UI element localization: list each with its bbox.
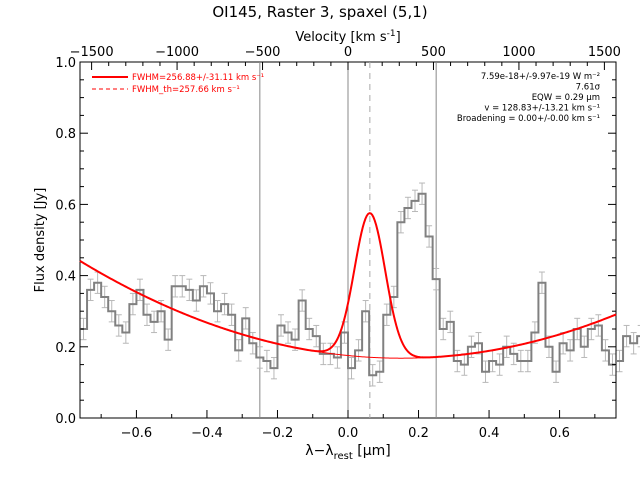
x-tick-label: −0.6 <box>121 426 153 441</box>
error-bar <box>637 324 640 348</box>
top-tick-label: 500 <box>421 45 446 60</box>
top-axis-label-tail: ] <box>396 30 401 45</box>
top-tick-label: 1500 <box>588 45 621 60</box>
flux-step-line <box>80 192 640 377</box>
y-tick-label: 0.4 <box>55 270 76 285</box>
x-axis-label-main: λ−λ <box>305 443 333 459</box>
legend-label-1: FWHM_th=257.66 km s⁻¹ <box>132 85 240 95</box>
y-tick-label: 0.6 <box>55 198 76 213</box>
annotation-line-4: Broadening = 0.00+/-0.00 km s⁻¹ <box>457 114 600 124</box>
x-axis-label: λ−λrest [μm] <box>305 443 390 462</box>
top-tick-label: −1500 <box>70 45 114 60</box>
annotation-line-1: 7.61σ <box>576 83 601 93</box>
x-tick-label: 0.2 <box>408 426 429 441</box>
x-tick-label: 0.4 <box>479 426 500 441</box>
fit-curve <box>79 212 617 359</box>
y-tick-label: 0.8 <box>55 127 76 142</box>
x-tick-label: 0.0 <box>338 426 359 441</box>
annotation-line-3: v = 128.83+/-13.21 km s⁻¹ <box>484 104 600 114</box>
x-tick-label: −0.4 <box>191 426 223 441</box>
chart-title: OI145, Raster 3, spaxel (5,1) <box>212 3 427 21</box>
top-tick-label: 1000 <box>502 45 535 60</box>
y-axis-label: Flux density [Jy] <box>33 188 48 293</box>
x-tick-label: −0.2 <box>262 426 294 441</box>
legend-label-0: FWHM=256.88+/-31.11 km s⁻¹ <box>132 73 264 83</box>
annotation-line-0: 7.59e-18+/-9.97e-19 W m⁻² <box>481 72 600 82</box>
top-axis-label-main: Velocity [km s <box>295 30 387 45</box>
top-tick-label: −1000 <box>155 45 199 60</box>
legend: FWHM=256.88+/-31.11 km s⁻¹ FWHM_th=257.66… <box>92 73 264 95</box>
plot-area: −0.6 −0.4 −0.2 0.0 0.2 0.4 0.6 0.0 0.2 0.4 0.6 0.8 1… <box>55 45 640 441</box>
x-axis-label-text: λ−λrest [μm] <box>305 443 390 462</box>
annotation-line-2: EQW = 0.29 μm <box>532 93 600 103</box>
y-tick-label: 0.2 <box>55 341 76 356</box>
x-axis-label-sub: rest <box>334 451 353 462</box>
x-axis-label-unit: [μm] <box>353 443 391 459</box>
top-tick-label: −500 <box>245 45 281 60</box>
y-tick-label: 0.0 <box>55 412 76 427</box>
y-tick-label: 1.0 <box>55 56 76 71</box>
x-tick-label: 0.6 <box>549 426 570 441</box>
top-tick-label: 0 <box>344 45 352 60</box>
top-axis-label: Velocity [km s-1] <box>295 29 400 45</box>
top-axis-label-sup: -1 <box>387 29 396 39</box>
top-axis-label-text: Velocity [km s-1] <box>295 29 400 45</box>
y-axis-label-text: Flux density [Jy] <box>33 188 48 293</box>
